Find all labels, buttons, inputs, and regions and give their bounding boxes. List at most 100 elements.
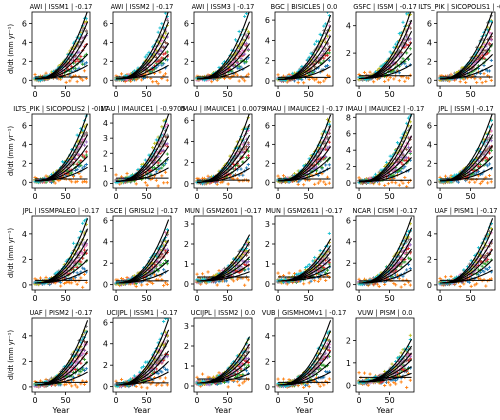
scatter-point [156, 252, 160, 256]
scatter-point [57, 179, 61, 183]
scatter-point [309, 279, 313, 283]
scatter-point [62, 281, 66, 286]
scatter-point [408, 150, 412, 154]
scatter-point [125, 171, 129, 176]
scatter-point [243, 79, 247, 83]
y-tick-label: 4 [22, 230, 27, 239]
x-tick-label: 0 [195, 192, 200, 201]
fit-line [359, 124, 413, 183]
scatter-point [397, 79, 401, 83]
scatter-point [302, 183, 306, 187]
scatter-point [38, 276, 43, 280]
scatter-point [313, 278, 317, 283]
scatter-point [235, 264, 239, 268]
y-tick-label: 6 [184, 116, 189, 125]
y-tick-label: 2 [103, 149, 108, 158]
scatter-point [243, 146, 247, 150]
subplot-title: AWI | ISSM1 | -0.17 [30, 3, 93, 11]
axes-frame [112, 11, 172, 87]
y-tick-label: 4 [265, 36, 270, 45]
scatter-point [298, 269, 302, 273]
scatter-point [451, 174, 455, 179]
scatter-point [147, 50, 151, 55]
scatter-point [246, 154, 250, 158]
axes-frame [31, 215, 91, 291]
scatter-point [79, 276, 83, 280]
y-tick-label: 4 [346, 22, 351, 31]
y-tick-label: 0 [22, 178, 27, 187]
scatter-point [239, 65, 243, 69]
x-tick-label: 50 [222, 294, 232, 303]
plot-area [114, 12, 170, 86]
x-tick-label: 0 [357, 192, 362, 201]
x-tick-label: 50 [384, 90, 394, 99]
scatter-point [478, 71, 482, 75]
y-tick-label: 2 [184, 57, 189, 66]
scatter-point [486, 157, 490, 161]
scatter-point [324, 54, 328, 58]
scatter-point [84, 153, 88, 157]
scatter-point [313, 78, 317, 82]
scatter-point [243, 283, 247, 287]
y-tick-label: 3 [184, 220, 189, 229]
axes-frame [193, 215, 253, 291]
y-tick-label: 0 [265, 178, 270, 187]
scatter-point [149, 274, 153, 278]
scatter-point [163, 40, 168, 45]
plot-area [195, 234, 251, 287]
scatter-point [151, 80, 155, 84]
scatter-point [405, 12, 409, 16]
scatter-point [77, 152, 81, 157]
y-tick-label: 4 [265, 140, 270, 149]
scatter-point [322, 180, 326, 184]
scatter-point [71, 175, 76, 179]
scatter-point [156, 82, 160, 86]
y-tick-label: 2 [22, 57, 27, 66]
scatter-point [162, 268, 166, 272]
scatter-point [302, 81, 306, 85]
y-tick-label: 6 [103, 216, 108, 225]
y-tick-label: 4 [22, 38, 27, 47]
y-tick-label: 2 [265, 159, 270, 168]
scatter-point [195, 278, 199, 282]
scatter-point [388, 50, 392, 54]
scatter-point [484, 148, 488, 152]
fit-line [35, 12, 88, 80]
x-tick-label: 50 [303, 192, 313, 201]
scatter-point [303, 265, 308, 270]
scatter-point [372, 80, 376, 84]
scatter-point [81, 78, 85, 82]
scatter-point [397, 31, 401, 36]
scatter-point [405, 121, 409, 125]
scatter-point [316, 181, 320, 185]
y-tick-label: 4 [22, 140, 27, 149]
scatter-point [487, 49, 492, 53]
scatter-point [392, 176, 396, 181]
scatter-point [235, 61, 239, 65]
x-tick-label: 0 [114, 192, 119, 201]
scatter-point [318, 61, 322, 65]
plot-area [276, 231, 332, 286]
fit-line [35, 114, 88, 182]
scatter-point [388, 75, 392, 80]
scatter-point [327, 231, 331, 236]
y-tick-label: 2 [22, 255, 27, 264]
scatter-point [325, 53, 330, 57]
scatter-point [244, 60, 249, 64]
scatter-point [226, 182, 230, 186]
scatter-point [246, 72, 250, 76]
scatter-point [377, 66, 381, 71]
scatter-point [467, 180, 471, 184]
scatter-point [64, 80, 68, 84]
scatter-point [75, 282, 79, 286]
scatter-point [300, 64, 304, 69]
subplot-title: IMAU | IMAUICE2 | -0.17 [265, 105, 344, 113]
scatter-point [226, 283, 230, 287]
scatter-point [152, 273, 157, 277]
y-tick-label: 6 [22, 19, 27, 28]
fit-line [440, 12, 493, 80]
